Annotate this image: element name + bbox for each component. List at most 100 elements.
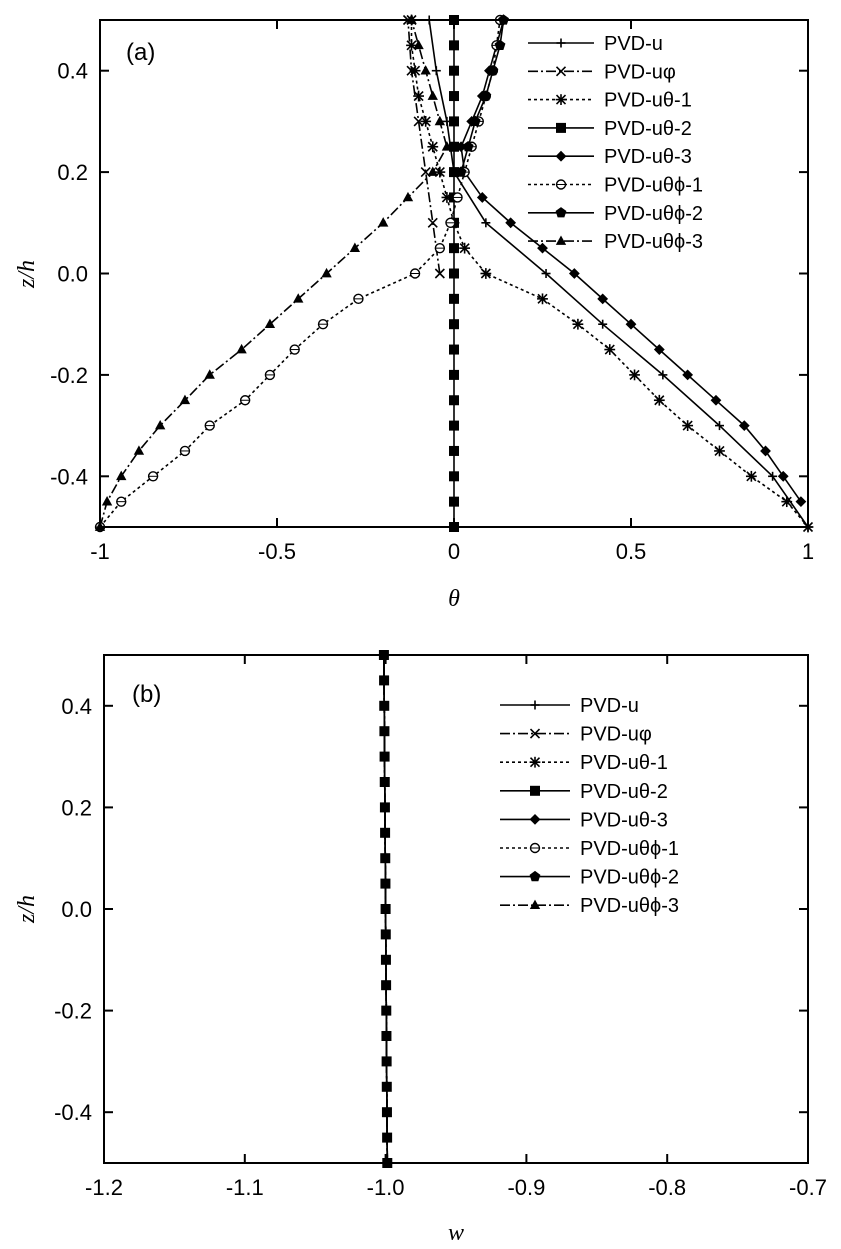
panel-a-series-1-point bbox=[431, 66, 441, 76]
panel-a-series-8-point bbox=[402, 191, 414, 202]
panel-a-legend-label: PVD-uθ-2 bbox=[604, 118, 692, 140]
panel-a-legend-item: PVD-uθϕ-2 bbox=[528, 203, 703, 225]
panel-a-series-3-point bbox=[714, 445, 725, 457]
panel-a-plot-content bbox=[94, 14, 814, 533]
panel-b-legend-marker bbox=[530, 785, 540, 796]
panel-b-legend-item: PVD-uθ-3 bbox=[500, 809, 668, 831]
panel-a-series-8-point bbox=[378, 217, 389, 227]
panel-b-legend-item: PVD-uθ-2 bbox=[500, 781, 668, 803]
panel-b-legend-item: PVD-uθϕ-3 bbox=[500, 895, 679, 917]
panel-a-x-tick-label: 1 bbox=[802, 539, 814, 564]
panel-a-series-4-point bbox=[449, 319, 459, 330]
panel-a-series-3-point bbox=[413, 90, 424, 102]
panel-a-x-tick-label: 0 bbox=[448, 539, 460, 564]
panel-a-y-tick-label: 0.0 bbox=[57, 262, 88, 287]
panel-b-legend-label: PVD-uθ-3 bbox=[580, 809, 668, 831]
panel-b-series-4-point bbox=[381, 1081, 392, 1092]
panel-a-series-6-point bbox=[289, 344, 300, 355]
panel-a-series-3-point bbox=[537, 293, 548, 305]
panel-a-legend-marker bbox=[555, 66, 567, 77]
panel-b-series-4-point bbox=[380, 853, 391, 864]
panel-a-series-4-point bbox=[449, 40, 459, 51]
panel-a-series-5-point bbox=[597, 293, 609, 305]
panel-a-series-2-point bbox=[427, 217, 438, 228]
panel-b-y-tick-label: -0.4 bbox=[54, 1100, 92, 1125]
panel-b-legend-label: PVD-uθϕ-3 bbox=[580, 895, 679, 917]
panel-a-series-6-point bbox=[264, 369, 276, 381]
panel-a-series-5-point bbox=[625, 318, 637, 330]
panel-a-legend-marker bbox=[555, 207, 567, 218]
panel-a-y-tick-label: -0.2 bbox=[50, 363, 88, 388]
panel-b-series-4-point bbox=[379, 675, 390, 686]
panel-a-series-8-point bbox=[434, 115, 446, 126]
panel-a-legend-label: PVD-uθϕ-3 bbox=[604, 231, 703, 253]
panel-a-legend-item: PVD-u bbox=[528, 33, 663, 55]
panel-b-legend-item: PVD-u bbox=[500, 695, 639, 717]
panel-a-series-5-point bbox=[653, 344, 665, 355]
panel-b-series-4-point bbox=[380, 954, 391, 965]
panel-b-x-ticks: -1.2 -1.1 -1.0 -0.9 -0.8 -0.7 bbox=[85, 655, 827, 1200]
panel-a-series-3-point bbox=[629, 369, 640, 381]
panel-a-series-4-point bbox=[449, 344, 459, 355]
panel-a-series-8-point bbox=[427, 90, 438, 100]
panel-a-legend-label: PVD-uφ bbox=[604, 61, 676, 83]
panel-a-legend-item: PVD-uθ-2 bbox=[528, 118, 692, 140]
panel-a-series-8-point bbox=[204, 369, 215, 379]
panel-a-series-3-point bbox=[406, 39, 417, 51]
panel-b-series-4-point bbox=[379, 700, 390, 711]
panel-b-legend-item: PVD-uθϕ-1 bbox=[500, 838, 679, 860]
panel-b-legend-label: PVD-u bbox=[580, 695, 639, 717]
panel-b-legend-label: PVD-uθϕ-2 bbox=[580, 867, 679, 889]
panel-b-x-axis-title: w bbox=[448, 1220, 464, 1246]
panel-a-series-6-point bbox=[317, 319, 329, 330]
panel-a-series-6-point bbox=[409, 268, 421, 279]
panel-b-legend-marker bbox=[529, 899, 541, 910]
panel-a-series-4-point bbox=[449, 445, 459, 456]
panel-a-series-6-point bbox=[353, 293, 364, 305]
panel-b-series-4-point bbox=[381, 1005, 392, 1016]
panel-a-series-6-point bbox=[434, 242, 446, 254]
panel-a-series-4-point bbox=[449, 268, 459, 279]
panel-a-series-8-point bbox=[133, 445, 145, 455]
panel-b-series-4-point bbox=[379, 777, 390, 787]
panel-a-y-ticks: -0.4 -0.2 0.0 0.2 0.4 bbox=[50, 59, 808, 489]
panel-b-legend-item: PVD-uθ-1 bbox=[500, 752, 668, 774]
panel-b-series-4-point bbox=[381, 980, 392, 991]
panel-a-series-3-point bbox=[480, 268, 492, 279]
panel-a-series-1-point bbox=[598, 319, 608, 329]
panel-a-series-4-point bbox=[449, 243, 459, 254]
panel-b-legend-item: PVD-uθϕ-2 bbox=[500, 867, 679, 889]
panel-a-series-4-point bbox=[449, 116, 459, 127]
panel-a-series-6-point bbox=[239, 395, 251, 406]
panel-a-series-3-point bbox=[572, 318, 584, 330]
panel-b-plot-content bbox=[378, 650, 393, 1168]
panel-a-series-3-point bbox=[604, 344, 616, 355]
panel-a-legend-marker bbox=[555, 150, 567, 162]
panel-a-legend-label: PVD-uθϕ-2 bbox=[604, 203, 703, 225]
panel-a-legend-label: PVD-uθ-3 bbox=[604, 146, 692, 168]
panel-a-series-5-point bbox=[795, 496, 807, 508]
panel-b-series-4-point bbox=[379, 726, 390, 737]
panel-b-legend-marker bbox=[530, 700, 540, 710]
panel-a-series-6-point bbox=[445, 217, 456, 229]
panel-a-series-5-point bbox=[568, 268, 580, 279]
panel-a-series-4-point bbox=[449, 293, 459, 304]
panel-b-y-tick-label: 0.0 bbox=[61, 897, 92, 922]
panel-a-x-tick-label: 0.5 bbox=[616, 539, 647, 564]
panel-a-legend-marker bbox=[556, 38, 566, 48]
panel-a-legend-item: PVD-uθ-3 bbox=[528, 146, 692, 168]
panel-a-series-7-point bbox=[462, 141, 474, 152]
panel-a-x-ticks: -1 -0.5 0 0.5 1 bbox=[90, 20, 814, 564]
panel-b-series-4-point bbox=[380, 878, 391, 889]
panel-a-series-5-point bbox=[738, 420, 750, 431]
panel-b-legend-label: PVD-uθ-1 bbox=[580, 752, 668, 774]
panel-a-series-8-point bbox=[155, 419, 166, 430]
panel-a-series-4-point bbox=[449, 471, 459, 482]
panel-a-series-8-point bbox=[116, 470, 127, 481]
panel-a-legend-label: PVD-uθ-1 bbox=[604, 90, 692, 112]
panel-b-series-4-point bbox=[379, 802, 390, 813]
panel-a-series-4-point bbox=[449, 369, 459, 380]
panel-a-series-3-point bbox=[409, 65, 421, 77]
panel-b-label: (b) bbox=[132, 681, 161, 708]
panel-a-legend-marker bbox=[555, 94, 567, 105]
